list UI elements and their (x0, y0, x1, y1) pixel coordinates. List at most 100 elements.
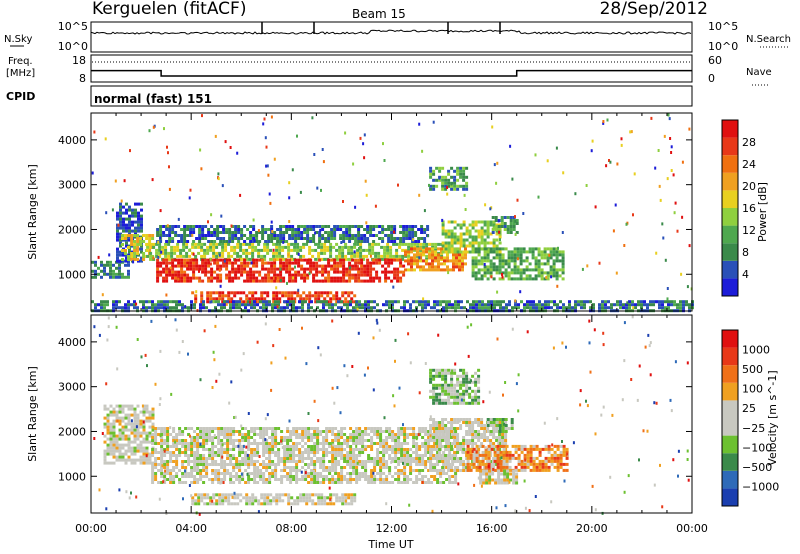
power-cell (531, 268, 535, 272)
power-cell (219, 225, 223, 228)
power-cell (345, 270, 349, 274)
power-cell (273, 157, 276, 161)
power-cell (456, 169, 460, 173)
power-cell (285, 261, 289, 265)
velocity-cell (421, 475, 425, 478)
power-cell (278, 297, 282, 301)
power-cell (369, 228, 373, 231)
power-cell (219, 273, 223, 277)
power-cell (538, 303, 541, 307)
velocity-cell (257, 502, 261, 506)
power-cell (623, 244, 626, 247)
power-cell (428, 256, 431, 260)
power-cell (252, 276, 256, 280)
velocity-cell (376, 442, 380, 445)
power-cell (160, 300, 163, 304)
power-cell (119, 226, 122, 230)
velocity-cell (139, 446, 143, 450)
power-cell (324, 279, 328, 283)
velocity-cell (427, 469, 431, 472)
power-cell (509, 228, 513, 231)
power-cell (171, 276, 175, 280)
velocity-cell (214, 454, 218, 457)
power-cell (341, 254, 345, 258)
power-cell (202, 306, 205, 310)
power-cell (568, 300, 571, 304)
power-cell (329, 242, 333, 246)
power-cell (207, 279, 211, 283)
power-cell (534, 277, 538, 281)
velocity-cell (208, 439, 212, 442)
power-cell (121, 272, 124, 276)
power-cell (344, 300, 348, 304)
velocity-cell (241, 436, 245, 439)
velocity-cell (406, 442, 410, 445)
velocity-cell (251, 493, 255, 497)
power-cell (416, 265, 419, 269)
power-cell (390, 270, 394, 274)
power-cell (513, 259, 517, 263)
power-cell (201, 114, 203, 118)
power-cell (262, 122, 265, 126)
velocity-cell (220, 472, 224, 475)
velocity-cell (337, 451, 341, 454)
power-cell (383, 251, 387, 255)
power-cell (516, 198, 519, 202)
velocity-cell (280, 481, 284, 484)
velocity-cell (298, 433, 302, 436)
velocity-cell (163, 460, 167, 463)
velocity-cell (295, 448, 299, 451)
power-cell (294, 231, 298, 234)
power-cell (308, 294, 312, 298)
power-cell (685, 300, 688, 304)
power-cell (249, 225, 253, 228)
velocity-cell (262, 478, 266, 481)
power-cell (450, 175, 454, 179)
power-cell (549, 253, 553, 257)
power-cell (349, 303, 352, 307)
power-cell (375, 273, 379, 277)
power-cell (287, 245, 291, 249)
velocity-cell (331, 427, 335, 430)
velocity-cell (358, 478, 362, 481)
power-cell (620, 143, 623, 147)
power-cell (279, 240, 283, 243)
power-cell (447, 247, 451, 251)
velocity-cell (283, 475, 287, 478)
power-cell (179, 254, 183, 258)
power-cell (399, 261, 403, 265)
power-cell (228, 240, 232, 243)
power-cell (260, 294, 264, 298)
power-cell (552, 271, 556, 275)
velocity-cell (253, 481, 257, 484)
power-cell (504, 262, 508, 266)
velocity-cell (325, 466, 329, 469)
power-cell (279, 273, 283, 277)
velocity-cell (320, 499, 324, 503)
power-cell (296, 248, 300, 252)
power-cell (242, 300, 246, 304)
velocity-cell (265, 466, 269, 469)
velocity-cell (106, 449, 110, 453)
power-cell (181, 306, 184, 310)
power-cell (124, 234, 127, 237)
power-cell (360, 279, 364, 283)
power-cell (676, 303, 679, 307)
power-cell (664, 258, 667, 262)
power-cell (449, 268, 452, 272)
power-cell (498, 247, 502, 251)
power-cell (303, 231, 307, 234)
power-cell (148, 129, 151, 133)
velocity-cell (349, 454, 353, 457)
velocity-cell (433, 478, 437, 481)
power-cell (247, 300, 250, 304)
power-cell (288, 273, 292, 277)
velocity-cell (442, 481, 446, 484)
power-cell (495, 256, 499, 260)
velocity-cell (181, 466, 185, 469)
power-cell (248, 242, 252, 246)
power-cell (351, 273, 355, 277)
power-cell (312, 234, 316, 237)
velocity-cell (196, 439, 200, 442)
power-cell (179, 248, 183, 252)
